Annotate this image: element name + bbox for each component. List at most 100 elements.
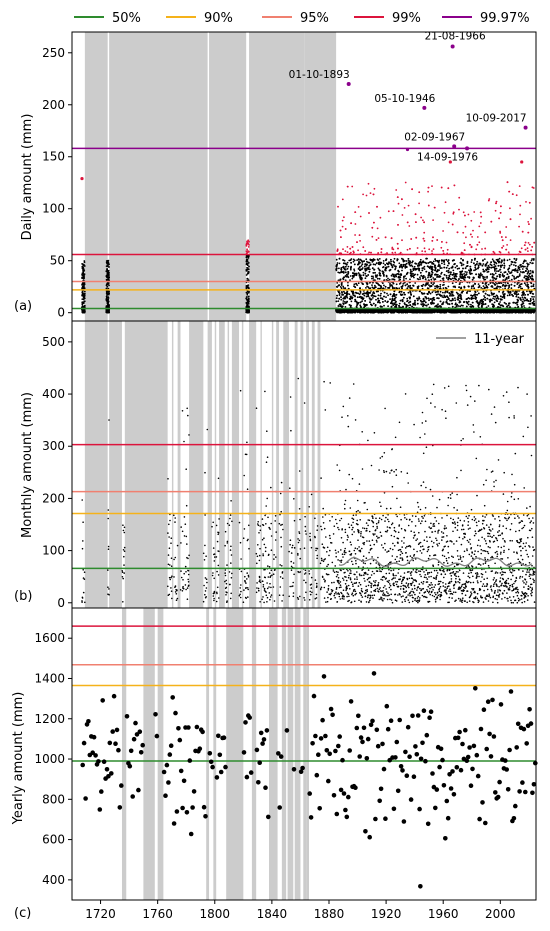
daily-point	[375, 274, 377, 276]
daily-point	[465, 226, 467, 228]
daily-point	[382, 267, 384, 269]
daily-point	[362, 194, 364, 196]
daily-point	[519, 273, 521, 275]
daily-point	[398, 203, 400, 205]
daily-point	[409, 278, 411, 280]
daily-point	[428, 299, 430, 301]
daily-point	[463, 242, 465, 244]
daily-point	[506, 285, 508, 287]
legend-label-90: 90%	[204, 11, 233, 26]
daily-point	[424, 247, 426, 249]
daily-point	[418, 296, 420, 298]
daily-point	[365, 277, 367, 279]
daily-point	[477, 236, 479, 238]
daily-point	[355, 223, 357, 225]
daily-point	[360, 216, 362, 218]
daily-point	[531, 296, 533, 298]
daily-point	[452, 282, 454, 284]
daily-point	[377, 274, 379, 276]
daily-point	[419, 276, 421, 278]
daily-point	[437, 303, 439, 305]
daily-point	[441, 260, 443, 262]
daily-point	[450, 271, 452, 273]
daily-point	[478, 226, 480, 228]
daily-point	[446, 291, 448, 293]
daily-point	[524, 294, 526, 296]
daily-point	[532, 293, 534, 295]
daily-point	[354, 234, 356, 236]
daily-point	[359, 293, 361, 295]
daily-point	[343, 278, 345, 280]
daily-point	[404, 264, 406, 266]
daily-point	[490, 221, 492, 223]
daily-point	[353, 268, 355, 270]
daily-point	[340, 299, 342, 301]
daily-point	[477, 244, 479, 246]
daily-point	[405, 285, 407, 287]
daily-point	[500, 271, 502, 273]
daily-point	[394, 252, 396, 254]
daily-point	[442, 296, 444, 298]
daily-point	[353, 259, 355, 261]
daily-point	[472, 298, 474, 300]
daily-point	[388, 210, 390, 212]
daily-point	[339, 263, 341, 265]
daily-point	[343, 291, 345, 293]
daily-point	[504, 288, 506, 290]
legend-label-95: 95%	[300, 11, 329, 26]
daily-point	[527, 250, 529, 252]
daily-point	[354, 295, 356, 297]
daily-point	[533, 296, 535, 298]
daily-point	[519, 214, 521, 216]
daily-point	[496, 295, 498, 297]
daily-point	[423, 232, 425, 234]
daily-point	[436, 305, 438, 307]
daily-point	[470, 304, 472, 306]
daily-point	[338, 268, 340, 270]
daily-point	[365, 258, 367, 260]
daily-point	[463, 301, 465, 303]
daily-point	[429, 261, 431, 263]
daily-point	[434, 288, 436, 290]
daily-point	[533, 284, 535, 286]
daily-point	[476, 261, 478, 263]
daily-point	[442, 284, 444, 286]
daily-point	[398, 287, 400, 289]
daily-point	[380, 293, 382, 295]
daily-point	[488, 271, 490, 273]
daily-point	[372, 276, 374, 278]
daily-point	[393, 302, 395, 304]
daily-point	[387, 294, 389, 296]
daily-point	[336, 282, 338, 284]
daily-point	[387, 305, 389, 307]
daily-point	[336, 286, 338, 288]
daily-point	[503, 262, 505, 264]
daily-point	[471, 261, 473, 263]
daily-point	[458, 197, 460, 199]
daily-point	[372, 277, 374, 279]
daily-point	[414, 300, 416, 302]
daily-point	[353, 283, 355, 285]
daily-point	[458, 305, 460, 307]
daily-point	[398, 262, 400, 264]
daily-point	[342, 302, 344, 304]
daily-point	[440, 291, 442, 293]
daily-point	[414, 266, 416, 268]
daily-point	[439, 284, 441, 286]
daily-point	[533, 304, 535, 306]
daily-point	[418, 191, 420, 193]
daily-point	[452, 306, 454, 308]
daily-point	[483, 295, 485, 297]
daily-point	[531, 260, 533, 262]
daily-point	[471, 236, 473, 238]
daily-point	[431, 250, 433, 252]
daily-point	[348, 266, 350, 268]
daily-point	[452, 270, 454, 272]
daily-point	[354, 299, 356, 301]
daily-point	[445, 201, 447, 203]
daily-point	[442, 230, 444, 232]
daily-point	[483, 285, 485, 287]
daily-point	[480, 222, 482, 224]
daily-point	[425, 262, 427, 264]
